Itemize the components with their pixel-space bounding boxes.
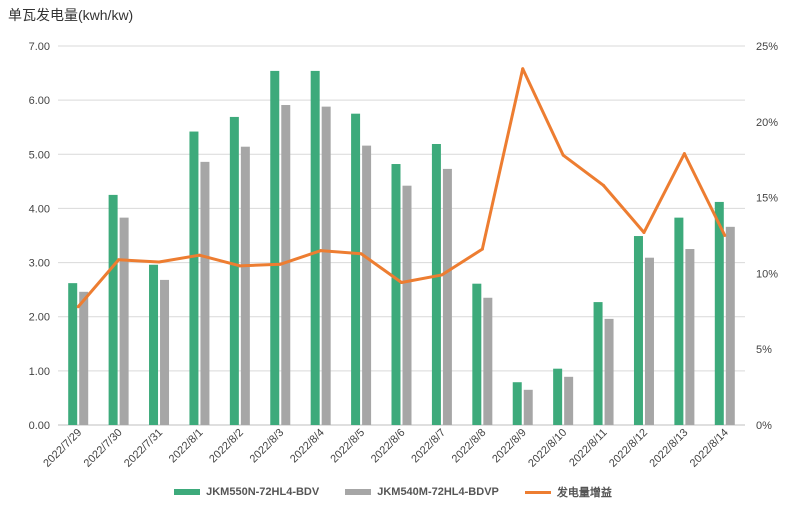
x-tick-label: 2022/7/30 (82, 427, 125, 470)
y-tick-label: 2.00 (29, 312, 50, 324)
bar-jkm540m (402, 185, 412, 425)
bar-jkm550n (149, 264, 159, 425)
y-tick-label: 6.00 (29, 95, 50, 107)
x-tick-label: 2022/8/2 (207, 427, 246, 466)
gain-point (157, 260, 161, 264)
gain-line (77, 67, 727, 308)
bar-jkm540m (523, 389, 533, 425)
x-tick-label: 2022/8/10 (526, 427, 569, 470)
bar-jkm540m (685, 249, 695, 425)
legend-swatch (345, 489, 372, 495)
x-tick-label: 2022/8/1 (167, 427, 206, 466)
bar-jkm540m (281, 105, 291, 425)
gain-point (561, 153, 565, 157)
bar-jkm550n (108, 194, 118, 425)
y2-tick-label: 25% (756, 41, 778, 53)
legend-item-series-3[interactable]: 发电量增益 (524, 484, 612, 500)
gain-point (440, 273, 444, 277)
y2-tick-label: 10% (756, 268, 778, 280)
bar-jkm550n (351, 113, 361, 425)
bar-jkm550n (472, 283, 482, 425)
gain-point (359, 252, 363, 256)
bar-jkm550n (674, 217, 684, 425)
legend-item-series-2[interactable]: JKM540M-72HL4-BDVP (345, 484, 499, 500)
chart-title: 单瓦发电量(kwh/kw) (8, 7, 134, 23)
y2-tick-label: 5% (756, 344, 772, 356)
y-tick-label: 3.00 (29, 258, 50, 270)
bar-jkm540m (240, 146, 250, 425)
legend: JKM550N-72HL4-BDV JKM540M-72HL4-BDVP 发电量… (0, 484, 786, 500)
bar-jkm540m (160, 279, 170, 425)
y2-tick-label: 0% (756, 420, 772, 432)
bar-jkm550n (229, 116, 239, 426)
legend-label: JKM550N-72HL4-BDV (206, 486, 320, 498)
bar-jkm540m (79, 291, 89, 425)
bar-jkm550n (189, 131, 199, 425)
bar-jkm540m (442, 168, 452, 425)
x-tick-label: 2022/8/8 (450, 427, 489, 466)
bar-jkm550n (633, 236, 643, 425)
legend-swatch (524, 490, 551, 494)
y-tick-label: 1.00 (29, 366, 50, 378)
x-tick-label: 2022/8/3 (248, 427, 287, 466)
y2-tick-label: 20% (756, 117, 778, 129)
bar-jkm540m (119, 217, 129, 425)
bar-jkm550n (714, 201, 724, 425)
gain-point (400, 280, 403, 284)
bar-jkm540m (200, 161, 210, 425)
legend-label: 发电量增益 (556, 487, 612, 499)
x-tick-label: 2022/8/6 (369, 427, 408, 466)
x-tick-label: 2022/8/9 (490, 427, 529, 466)
gain-point (521, 67, 525, 71)
gain-point (117, 258, 121, 262)
bar-jkm550n (512, 382, 522, 425)
gain-point (278, 262, 282, 266)
bar-jkm540m (483, 297, 493, 425)
y-tick-label: 5.00 (29, 149, 50, 161)
x-tick-label: 2022/7/29 (41, 427, 84, 470)
gain-point (682, 152, 686, 156)
bar-jkm550n (553, 368, 563, 425)
bar-jkm540m (644, 257, 654, 425)
gain-point (480, 247, 484, 251)
gain-point (723, 234, 727, 237)
bar-jkm550n (391, 164, 401, 425)
bar-jkm540m (604, 318, 614, 425)
y-tick-label: 0.00 (29, 420, 50, 432)
bar-jkm540m (564, 376, 574, 425)
bar-jkm540m (362, 145, 372, 425)
x-tick-label: 2022/8/14 (688, 427, 731, 470)
y-tick-label: 4.00 (29, 203, 50, 215)
legend-label: JKM540M-72HL4-BDVP (377, 486, 499, 498)
bar-jkm540m (321, 106, 331, 425)
x-tick-label: 2022/8/13 (647, 427, 690, 470)
gain-point (602, 183, 606, 187)
x-tick-label: 2022/8/11 (567, 427, 610, 470)
gain-point (238, 264, 242, 268)
y2-tick-label: 15% (756, 193, 778, 205)
gain-point (642, 230, 646, 234)
bar-jkm550n (270, 70, 280, 426)
x-tick-label: 2022/7/31 (122, 427, 165, 470)
y-tick-label: 7.00 (29, 41, 50, 53)
bar-jkm550n (310, 70, 320, 426)
x-tick-label: 2022/8/12 (607, 427, 650, 470)
bar-jkm540m (725, 226, 735, 425)
legend-item-series-1[interactable]: JKM550N-72HL4-BDV (174, 484, 319, 500)
bar-jkm550n (431, 143, 441, 425)
bar-jkm550n (593, 302, 603, 425)
gain-point (76, 305, 80, 309)
x-tick-label: 2022/8/4 (288, 427, 327, 466)
x-tick-label: 2022/8/7 (409, 427, 448, 466)
legend-swatch (174, 489, 201, 495)
gain-point (319, 249, 323, 253)
gain-point (197, 253, 201, 257)
bar-jkm550n (68, 283, 78, 425)
x-tick-label: 2022/8/5 (328, 427, 367, 466)
